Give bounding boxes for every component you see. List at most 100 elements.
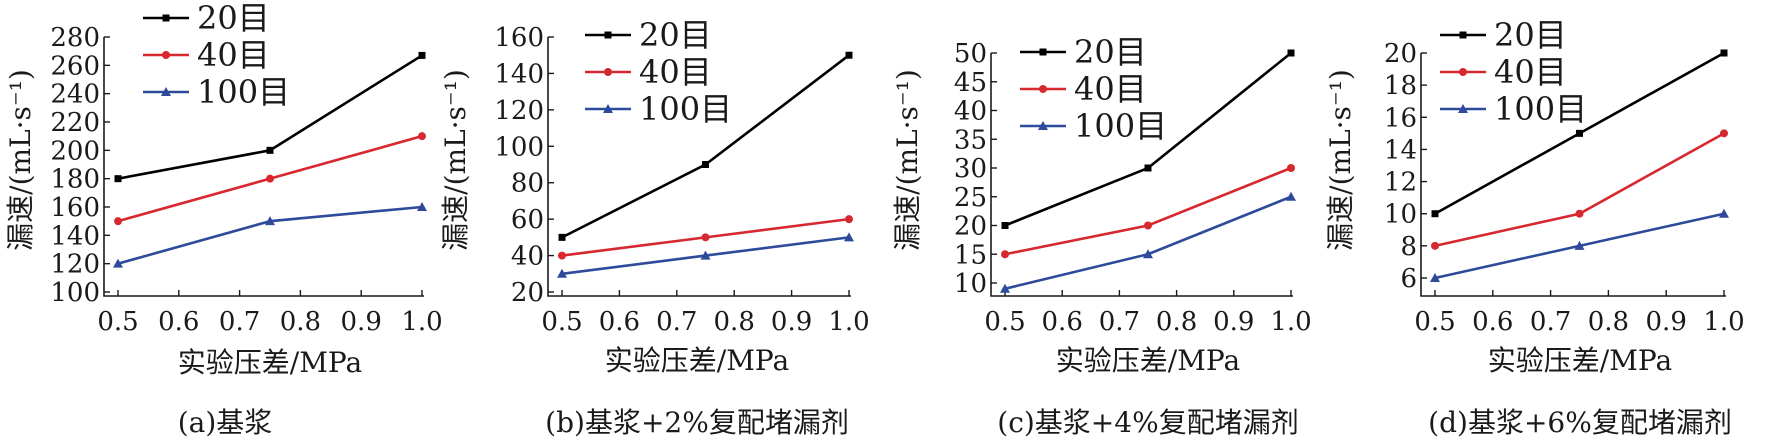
x-tick-label: 0.8 bbox=[714, 307, 755, 337]
y-tick-label: 6 bbox=[1400, 264, 1417, 294]
legend-marker-20目 bbox=[604, 31, 612, 39]
y-tick-label: 240 bbox=[50, 80, 100, 110]
data-point-20目 bbox=[1287, 49, 1295, 57]
data-point-20目 bbox=[1576, 129, 1583, 137]
y-tick-label: 180 bbox=[50, 165, 100, 195]
legend-marker-100目 bbox=[603, 104, 613, 113]
x-tick-label: 0.7 bbox=[219, 307, 260, 337]
data-point-40目 bbox=[418, 132, 426, 141]
y-tick-label: 18 bbox=[1384, 71, 1417, 101]
y-tick-label: 16 bbox=[1384, 103, 1417, 133]
data-point-20目 bbox=[266, 146, 274, 154]
data-point-100目 bbox=[844, 232, 854, 242]
data-point-100目 bbox=[700, 250, 711, 260]
data-point-40目 bbox=[1575, 209, 1584, 218]
y-axis-label: 漏速/(mL·s⁻¹) bbox=[1324, 69, 1357, 251]
legend-marker-40目 bbox=[162, 51, 170, 59]
legend-label: 40目 bbox=[639, 53, 712, 91]
data-point-20目 bbox=[418, 51, 426, 59]
data-point-20目 bbox=[1144, 164, 1152, 172]
axis-lines bbox=[1420, 53, 1726, 297]
data-point-40目 bbox=[845, 215, 853, 224]
y-tick-label: 140 bbox=[50, 221, 100, 251]
y-tick-label: 100 bbox=[494, 132, 544, 162]
y-tick-label: 40 bbox=[954, 97, 987, 127]
y-axis-label: 漏速/(mL·s⁻¹) bbox=[4, 69, 37, 251]
x-tick-label: 0.9 bbox=[1213, 307, 1254, 337]
data-point-100目 bbox=[557, 268, 567, 278]
series-line-40目 bbox=[1004, 166, 1292, 256]
data-point-100目 bbox=[265, 216, 275, 226]
x-axis-label: 实验压差/MPa bbox=[1056, 344, 1240, 377]
x-tick-label: 0.5 bbox=[1414, 307, 1455, 337]
x-tick-label: 1.0 bbox=[1270, 307, 1311, 337]
y-tick-label: 280 bbox=[50, 23, 100, 53]
y-tick-label: 14 bbox=[1384, 135, 1417, 165]
x-tick-label: 0.8 bbox=[280, 307, 321, 337]
x-tick-label: 1.0 bbox=[1703, 307, 1744, 337]
y-tick-label: 120 bbox=[494, 96, 544, 126]
legend-label: 20目 bbox=[1494, 16, 1567, 54]
x-tick-label: 0.7 bbox=[656, 307, 697, 337]
y-tick-label: 50 bbox=[954, 39, 987, 69]
chart-panel-b: 20 40 60 80 100 120 140 160 0.5 0.6 0.7 0.8 0.9 1.0 实验… bbox=[439, 16, 870, 439]
data-point-20目 bbox=[114, 175, 122, 183]
data-point-40目 bbox=[114, 217, 122, 226]
y-tick-label: 260 bbox=[50, 51, 100, 81]
series-line-100目 bbox=[117, 205, 423, 265]
data-point-100目 bbox=[113, 258, 123, 268]
x-tick-label: 0.9 bbox=[341, 307, 382, 337]
legend-marker-100目 bbox=[161, 87, 171, 96]
y-tick-label: 120 bbox=[50, 250, 100, 280]
data-point-40目 bbox=[1144, 221, 1152, 230]
x-tick-label: 1.0 bbox=[401, 307, 442, 337]
y-tick-label: 45 bbox=[954, 68, 987, 98]
y-axis-label: 漏速/(mL·s⁻¹) bbox=[891, 69, 924, 251]
legend-label: 40目 bbox=[197, 36, 270, 74]
y-tick-label: 160 bbox=[50, 193, 100, 223]
legend-label: 100目 bbox=[1494, 90, 1587, 128]
series-line-100目 bbox=[1004, 195, 1292, 291]
y-tick-label: 20 bbox=[954, 212, 987, 242]
legend-label: 40目 bbox=[1494, 53, 1567, 91]
y-tick-label: 8 bbox=[1400, 232, 1417, 262]
data-point-20目 bbox=[1431, 210, 1439, 218]
data-point-40目 bbox=[1431, 241, 1439, 250]
data-point-100目 bbox=[1286, 191, 1296, 201]
y-tick-label: 12 bbox=[1384, 168, 1417, 198]
panel-caption: (d)基浆+6%复配堵漏剂 bbox=[1428, 406, 1732, 439]
y-tick-label: 100 bbox=[50, 278, 100, 308]
y-tick-label: 10 bbox=[1384, 200, 1417, 230]
y-tick-label: 140 bbox=[494, 59, 544, 89]
data-point-40目 bbox=[1720, 129, 1728, 138]
legend-marker-20目 bbox=[162, 14, 170, 22]
x-tick-label: 0.7 bbox=[1530, 307, 1571, 337]
y-tick-label: 20 bbox=[1384, 39, 1417, 69]
x-tick-label: 0.9 bbox=[1646, 307, 1687, 337]
x-tick-label: 0.6 bbox=[158, 307, 199, 337]
y-tick-label: 60 bbox=[511, 205, 544, 235]
y-tick-label: 10 bbox=[954, 269, 987, 299]
data-point-100目 bbox=[1143, 249, 1153, 259]
data-point-20目 bbox=[558, 233, 566, 241]
x-axis-label: 实验压差/MPa bbox=[605, 344, 789, 377]
axis-lines bbox=[103, 37, 424, 297]
legend-marker-40目 bbox=[604, 68, 612, 76]
panel-caption: (c)基浆+4%复配堵漏剂 bbox=[997, 406, 1298, 439]
x-tick-label: 0.7 bbox=[1099, 307, 1140, 337]
data-point-100目 bbox=[1719, 208, 1729, 218]
panel-caption: (b)基浆+2%复配堵漏剂 bbox=[545, 406, 849, 439]
legend-label: 100目 bbox=[1074, 107, 1167, 145]
legend-label: 100目 bbox=[197, 73, 290, 111]
legend-label: 20目 bbox=[1074, 33, 1147, 71]
data-point-20目 bbox=[702, 161, 709, 168]
data-point-100目 bbox=[1430, 273, 1440, 282]
data-point-20目 bbox=[1001, 222, 1009, 229]
data-point-40目 bbox=[558, 251, 566, 260]
legend-label: 20目 bbox=[197, 0, 270, 37]
x-tick-label: 0.5 bbox=[97, 307, 138, 337]
data-point-100目 bbox=[417, 202, 427, 211]
